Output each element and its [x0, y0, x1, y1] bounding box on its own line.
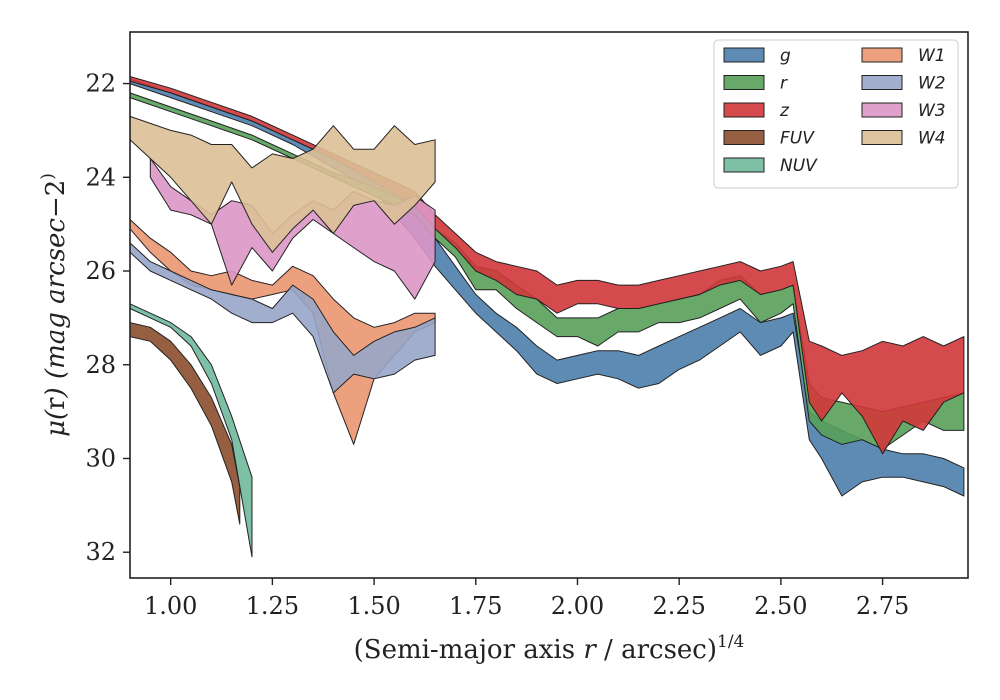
x-tick-label: 2.75 [856, 592, 909, 620]
legend-swatch-w2 [861, 75, 903, 90]
legend-swatch-w3 [861, 102, 903, 118]
x-tick-label: 1.25 [246, 592, 299, 620]
series-band-nuv [129, 303, 253, 558]
x-tick-label: 1.75 [449, 592, 502, 620]
y-tick-label: 26 [85, 257, 116, 285]
legend-swatch-w1 [861, 47, 903, 63]
series-band-g [129, 78, 965, 497]
legend-swatch-g [723, 47, 765, 63]
series-band-w4 [129, 115, 436, 253]
y-axis-ticks: 22 24 26 28 30 32 [85, 70, 130, 566]
series-band-fuv [129, 322, 241, 525]
x-tick-label: 1.00 [144, 592, 197, 620]
y-tick-label: 30 [85, 444, 116, 472]
legend-label-w1: W1 [918, 46, 946, 66]
legend-swatch-z [723, 102, 765, 118]
y-tick-label: 32 [85, 538, 116, 566]
x-tick-label: 2.00 [551, 592, 604, 620]
series-band-z [129, 76, 965, 455]
legend-label-w3: W3 [918, 101, 946, 121]
legend-swatch-w4 [861, 130, 903, 145]
x-tick-label: 2.25 [652, 592, 705, 620]
plot-frame [129, 31, 969, 579]
legend-label-nuv: NUV [780, 156, 818, 176]
legend-swatch-fuv [723, 130, 765, 145]
y-axis-title: μ(r) (mag arcsec−2) [38, 173, 71, 437]
legend-entries: grz FUV NUV W1 W2 W3 W4 [723, 46, 946, 176]
legend-label-fuv: FUV [780, 129, 815, 149]
legend-label-w2: W2 [918, 74, 946, 94]
x-axis-title: (Semi-major axis r / arcsec)1/4 [354, 632, 745, 665]
legend-label-w4: W4 [918, 129, 946, 149]
x-tick-label: 1.50 [347, 592, 400, 620]
x-axis-ticks: 1.00 1.25 1.50 1.75 2.00 2.25 2.50 2.75 [144, 578, 909, 620]
series-layer [129, 76, 965, 558]
series-band-w2 [129, 242, 436, 394]
legend-label-g: g [780, 46, 791, 66]
legend-label-z: z [779, 101, 790, 121]
y-tick-label: 22 [85, 70, 116, 98]
y-tick-label: 28 [85, 351, 116, 379]
legend-swatch-r [723, 75, 765, 90]
legend: grz FUV NUV W1 W2 W3 W4 [713, 39, 959, 189]
y-tick-label: 24 [85, 163, 116, 191]
legend-swatch-nuv [723, 157, 765, 173]
x-tick-label: 2.50 [754, 592, 807, 620]
legend-label-r: r [780, 74, 788, 94]
